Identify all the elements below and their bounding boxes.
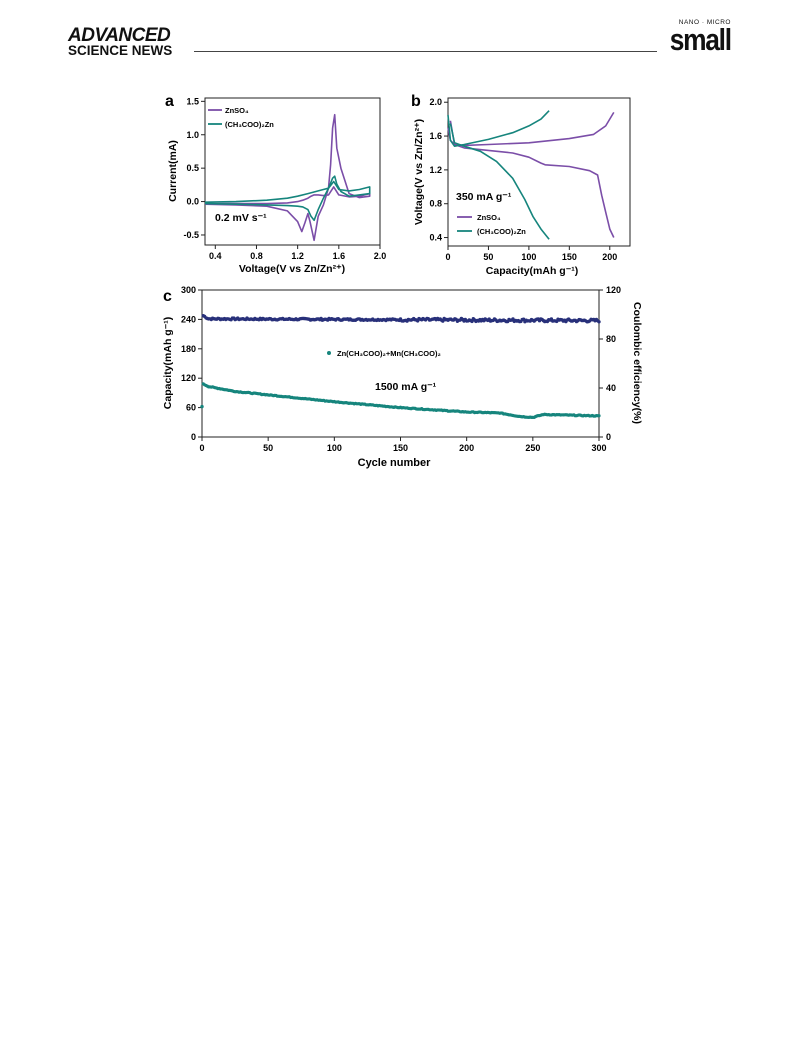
chart-c-xtick-label: 250	[525, 443, 540, 453]
chart-c-y2label: Coulombic efficiency(%)	[631, 302, 643, 424]
chart-a-ytick-label: -0.5	[183, 230, 199, 240]
chart-a-xtick-label: 2.0	[374, 251, 387, 261]
chart-c-efficiency-point	[597, 320, 601, 324]
chart-c-annotation: 1500 mA g⁻¹	[375, 381, 437, 393]
chart-c-xtick-label: 100	[327, 443, 342, 453]
chart-b-xtick-label: 150	[562, 252, 577, 262]
chart-a-legend-1: ZnSO₄	[225, 106, 249, 115]
chart-c-y2tick-label: 120	[606, 285, 621, 295]
chart-b: 0 50 100 150 200 0.4 0.8 1.2 1.6 2.0 350 mA g⁻¹ Z…	[413, 97, 631, 277]
chart-b-ylabel: Voltage(V vs Zn/Zn²⁺)	[413, 119, 425, 225]
chart-a-ylabel: Current(mA)	[167, 140, 179, 202]
chart-b-legend-1: ZnSO₄	[477, 213, 501, 222]
chart-a: 0.4 0.8 1.2 1.6 2.0 -0.5 0.0 0.5 1.0 1.5 ZnSO₄ (C…	[167, 96, 386, 275]
chart-c-legend-1: Zn(CH₃COO)₂+Mn(CH₃COO)₂	[337, 349, 441, 358]
chart-c-ylabel: Capacity(mAh g⁻¹)	[162, 317, 174, 409]
chart-b-frame	[447, 97, 631, 247]
chart-c-legend: Zn(CH₃COO)₂+Mn(CH₃COO)₂	[327, 349, 441, 358]
chart-a-xtick-label: 1.6	[333, 251, 346, 261]
chart-b-legend-2: (CH₃COO)₂Zn	[477, 227, 526, 236]
chart-c-ytick-label: 300	[181, 285, 196, 295]
chart-c-ytick-label: 60	[186, 403, 196, 413]
chart-c-ytick-label: 180	[181, 344, 196, 354]
chart-c-xtick-label: 300	[591, 443, 606, 453]
chart-a-ytick-label: 1.0	[186, 130, 199, 140]
chart-a-ytick-label: 0.0	[186, 197, 199, 207]
chart-b-xtick-label: 0	[445, 252, 450, 262]
journal-prefix: NANO · MICRO	[678, 19, 731, 26]
chart-a-annotation: 0.2 mV s⁻¹	[215, 212, 267, 224]
chart-a-frame	[204, 97, 381, 246]
chart-b-ytick-label: 2.0	[429, 97, 442, 107]
chart-b-annotation: 350 mA g⁻¹	[456, 191, 512, 203]
chart-c-xtick-label: 50	[263, 443, 273, 453]
chart-c-ytick-label: 240	[181, 314, 196, 324]
journal-name: small	[669, 22, 732, 57]
chart-b-xlabel: Capacity(mAh g⁻¹)	[486, 265, 578, 277]
chart-c-efficiency-point	[441, 319, 445, 323]
chart-c-capacity-point	[597, 414, 601, 418]
publisher-name: ADVANCED	[68, 25, 171, 46]
chart-a-xlabel: Voltage(V vs Zn/Zn²⁺)	[239, 263, 345, 275]
chart-c-xlabel: Cycle number	[358, 457, 431, 469]
chart-c: 0 50 100 150 200 250 3000601201802403000408012…	[162, 285, 643, 469]
chart-b-ytick-label: 0.4	[429, 233, 442, 243]
chart-b-ytick-label: 1.6	[429, 131, 442, 141]
chart-c-ytick-label: 120	[181, 373, 196, 383]
chart-b-series-1-line	[447, 111, 615, 238]
chart-b-ytick-label: 1.2	[429, 165, 442, 175]
chart-c-xtick-label: 150	[393, 443, 408, 453]
chart-c-ytick-label: 0	[191, 432, 196, 442]
chart-c-xtick-label: 200	[459, 443, 474, 453]
chart-b-series-2-line	[447, 110, 550, 240]
chart-a-ytick-label: 1.5	[186, 96, 199, 106]
chart-b-legend: ZnSO₄ (CH₃COO)₂Zn	[457, 213, 526, 236]
chart-b-xtick-label: 100	[521, 252, 536, 262]
publisher-subtitle: SCIENCE NEWS	[68, 43, 173, 58]
chart-b-xtick-label: 50	[483, 252, 493, 262]
chart-c-efficiency-point	[521, 317, 526, 321]
chart-c-xtick-label: 0	[199, 443, 204, 453]
chart-a-legend-2: (CH₃COO)₂Zn	[225, 120, 274, 129]
chart-a-xtick-label: 0.4	[209, 251, 222, 261]
chart-a-ytick-label: 0.5	[186, 163, 199, 173]
chart-c-capacity-point	[200, 404, 204, 409]
chart-c-y2tick-label: 0	[606, 432, 611, 442]
publisher-logo: ADVANCED SCIENCE NEWS	[68, 26, 172, 58]
panel-label-c: c	[163, 288, 172, 305]
panel-label-b: b	[411, 93, 421, 110]
chart-a-legend: ZnSO₄ (CH₃COO)₂Zn	[208, 106, 274, 129]
panel-label-a: a	[165, 93, 174, 110]
chart-b-ytick-label: 0.8	[429, 199, 442, 209]
chart-a-xtick-label: 1.2	[291, 251, 304, 261]
chart-c-efficiency-point	[470, 319, 474, 324]
chart-c-y2tick-label: 40	[606, 383, 616, 393]
chart-c-y2tick-label: 80	[606, 334, 616, 344]
chart-a-xtick-label: 0.8	[250, 251, 263, 261]
journal-logo: NANO · MICRO small	[659, 19, 732, 58]
chart-a-series-2-line	[204, 175, 371, 222]
header-rule	[194, 51, 657, 52]
chart-b-xtick-label: 200	[602, 252, 617, 262]
